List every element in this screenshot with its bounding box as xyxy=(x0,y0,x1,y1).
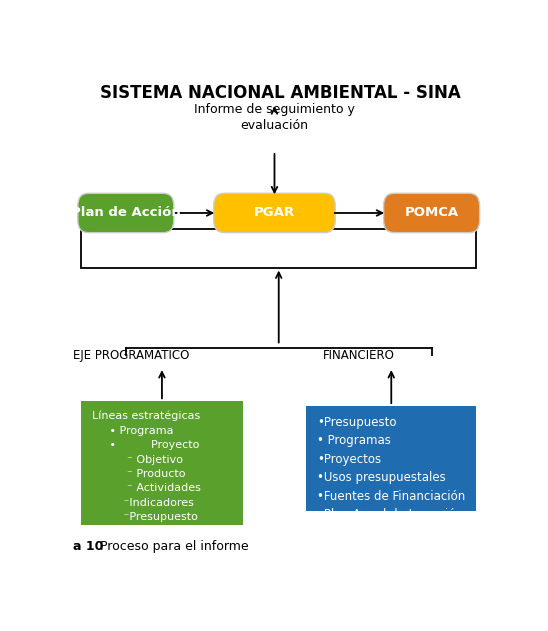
Text: PGAR: PGAR xyxy=(254,206,295,220)
Text: Plan de Acción: Plan de Acción xyxy=(71,206,181,220)
FancyBboxPatch shape xyxy=(81,401,243,525)
Text: •Presupuesto
• Programas
•Proyectos
•Usos presupuestales
•Fuentes de Financiació: •Presupuesto • Programas •Proyectos •Uso… xyxy=(317,416,465,521)
Text: SISTEMA NACIONAL AMBIENTAL - SINA: SISTEMA NACIONAL AMBIENTAL - SINA xyxy=(100,84,461,102)
Text: Proceso para el informe: Proceso para el informe xyxy=(96,540,249,553)
Text: a 10: a 10 xyxy=(73,540,103,553)
Text: Líneas estratégicas
     • Programa
     •          Proyecto
          ⁻ Objetiv: Líneas estratégicas • Programa • Proyect… xyxy=(92,411,207,537)
FancyBboxPatch shape xyxy=(214,193,335,233)
Text: POMCA: POMCA xyxy=(404,206,459,220)
Text: EJE PROGRAMÁTICO: EJE PROGRAMÁTICO xyxy=(73,348,189,362)
Text: FINANCIERO: FINANCIERO xyxy=(323,350,395,362)
FancyBboxPatch shape xyxy=(384,193,480,233)
Text: Informe de seguimiento y
evaluación: Informe de seguimiento y evaluación xyxy=(194,103,355,132)
FancyBboxPatch shape xyxy=(78,193,174,233)
FancyBboxPatch shape xyxy=(306,406,476,510)
